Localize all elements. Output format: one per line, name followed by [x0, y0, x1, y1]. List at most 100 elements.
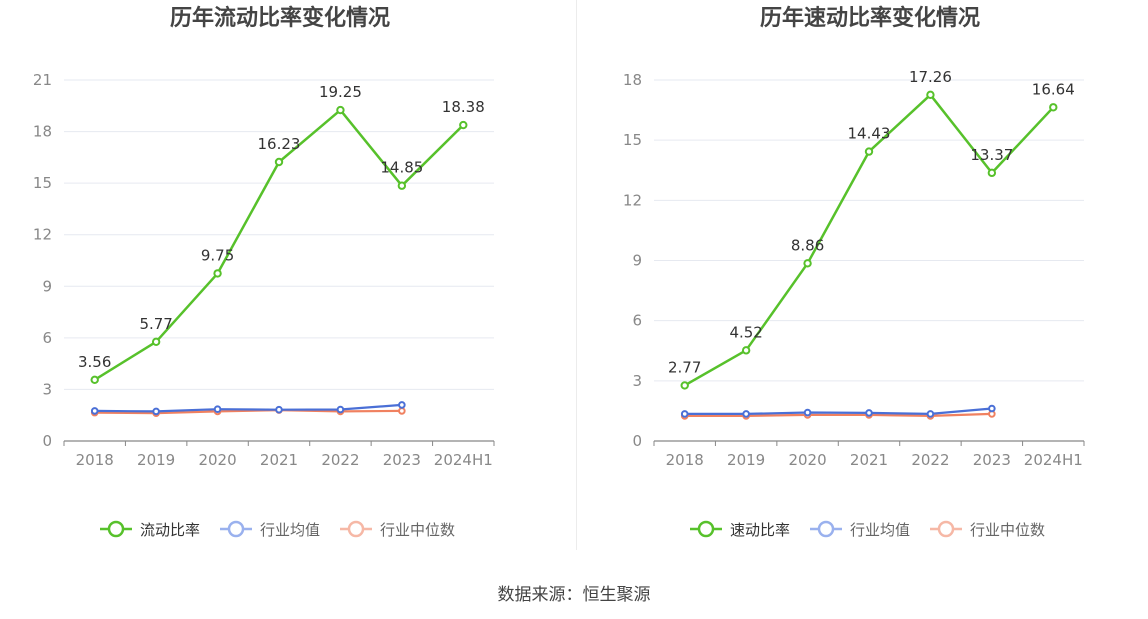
data-label: 19.25 — [319, 83, 362, 101]
legend-marker — [937, 520, 955, 538]
legend-label: 流动比率 — [140, 521, 200, 539]
data-label: 8.86 — [791, 236, 824, 254]
x-tick-label: 2019 — [727, 451, 765, 469]
industry-average-point — [803, 408, 812, 417]
industry-average-point — [398, 401, 406, 409]
main-series-point — [987, 168, 997, 178]
data-label: 14.43 — [848, 125, 891, 143]
data-label: 18.38 — [442, 98, 485, 116]
main-series-point — [926, 90, 935, 100]
legend-item: 流动比率 — [100, 520, 200, 539]
y-tick-label: 12 — [623, 191, 642, 209]
data-label: 3.56 — [78, 353, 111, 371]
data-label: 9.75 — [201, 246, 234, 264]
current-ratio-panel: 历年流动比率变化情况 0 3 6 9 12 15 18 21 2018 2019 2020 2021 20… — [0, 0, 574, 550]
legend-marker — [227, 520, 245, 538]
main-series-point — [151, 337, 161, 347]
y-tick-label: 15 — [33, 174, 52, 192]
x-tick-label: 2020 — [788, 451, 826, 469]
data-label: 13.37 — [970, 146, 1013, 164]
y-tick-label: 6 — [632, 312, 642, 330]
industry-average-point — [213, 405, 222, 413]
chart-title: 历年流动比率变化情况 — [170, 5, 390, 31]
x-tick-label: 2018 — [76, 451, 114, 469]
y-tick-label: 12 — [33, 226, 52, 244]
legend-item: 行业中位数 — [930, 520, 1045, 539]
industry-median-line — [94, 409, 402, 415]
data-label: 2.77 — [668, 358, 701, 376]
industry-median-point — [398, 407, 406, 415]
legend-item: 行业均值 — [810, 520, 910, 539]
x-tick-label: 2022 — [321, 451, 359, 469]
industry-average-point — [152, 407, 160, 416]
y-tick-label: 9 — [42, 277, 52, 295]
panel-divider — [576, 0, 577, 550]
legend-item: 行业中位数 — [340, 520, 455, 539]
x-tick-label: 2024H1 — [1024, 451, 1083, 469]
main-series-point — [274, 157, 284, 167]
quick-ratio-chart: 历年速动比率变化情况 0 3 6 9 12 15 18 2018 2019 2020 2021 2022… — [623, 5, 1085, 539]
legend-marker — [817, 520, 835, 538]
data-label: 16.23 — [258, 135, 301, 153]
main-series-point — [803, 259, 812, 268]
main-series-point — [397, 181, 407, 190]
legend-label: 行业均值 — [260, 521, 320, 539]
y-tick-label: 0 — [632, 432, 642, 450]
y-tick-label: 3 — [42, 380, 52, 398]
y-tick-label: 15 — [623, 131, 642, 149]
y-tick-label: 0 — [42, 432, 52, 450]
main-series-point — [864, 147, 874, 156]
y-tick-label: 9 — [632, 252, 642, 270]
y-tick-label: 18 — [623, 71, 642, 89]
legend-marker — [347, 520, 365, 538]
y-tick-label: 6 — [42, 329, 52, 347]
data-label: 4.52 — [729, 323, 762, 341]
x-tick-label: 2023 — [383, 451, 421, 469]
x-tick-label: 2021 — [850, 451, 888, 469]
industry-average-point — [680, 410, 689, 418]
industry-average-point — [926, 410, 935, 418]
main-series-point — [336, 105, 345, 115]
legend-item: 行业均值 — [220, 520, 320, 539]
x-tick-label: 2018 — [666, 451, 704, 469]
x-tick-label: 2023 — [973, 451, 1011, 469]
data-label: 17.26 — [909, 68, 952, 86]
industry-average-line — [94, 403, 402, 413]
data-label: 16.64 — [1032, 80, 1075, 98]
quick-ratio-panel: 历年速动比率变化情况 0 3 6 9 12 15 18 2018 2019 2020 2021 2022… — [574, 0, 1148, 550]
legend-label: 行业中位数 — [970, 521, 1045, 539]
main-series-point — [680, 381, 689, 390]
y-tick-label: 21 — [33, 71, 52, 89]
data-label: 14.85 — [380, 159, 423, 177]
main-series-point — [1049, 103, 1058, 112]
data-label: 5.77 — [139, 315, 172, 333]
industry-average-point — [988, 404, 996, 413]
x-tick-label: 2020 — [198, 451, 236, 469]
industry-average-point — [865, 409, 873, 417]
legend-label: 行业中位数 — [380, 521, 455, 539]
main-series-point — [213, 269, 222, 278]
data-source-note: 数据来源：恒生聚源 — [497, 585, 651, 605]
industry-average-line — [684, 407, 992, 415]
x-tick-label: 2021 — [260, 451, 298, 469]
main-series-point — [459, 120, 468, 130]
main-series-point — [90, 375, 99, 385]
chart-title: 历年速动比率变化情况 — [760, 5, 980, 31]
legend-marker — [107, 520, 125, 538]
industry-average-point — [90, 407, 99, 415]
x-tick-label: 2024H1 — [434, 451, 493, 469]
x-tick-label: 2019 — [137, 451, 175, 469]
industry-median-line — [684, 412, 992, 417]
y-tick-label: 3 — [632, 372, 642, 390]
x-tick-label: 2022 — [911, 451, 949, 469]
legend-marker — [697, 520, 715, 538]
legend-label: 行业均值 — [850, 521, 910, 539]
main-series-point — [741, 346, 751, 355]
current-ratio-chart: 历年流动比率变化情况 0 3 6 9 12 15 18 21 2018 2019 2020 2021 20… — [33, 5, 495, 539]
legend-item: 速动比率 — [690, 520, 790, 539]
industry-average-point — [275, 405, 283, 414]
y-tick-label: 18 — [33, 123, 52, 141]
legend-label: 速动比率 — [730, 521, 790, 539]
industry-average-point — [336, 405, 345, 414]
